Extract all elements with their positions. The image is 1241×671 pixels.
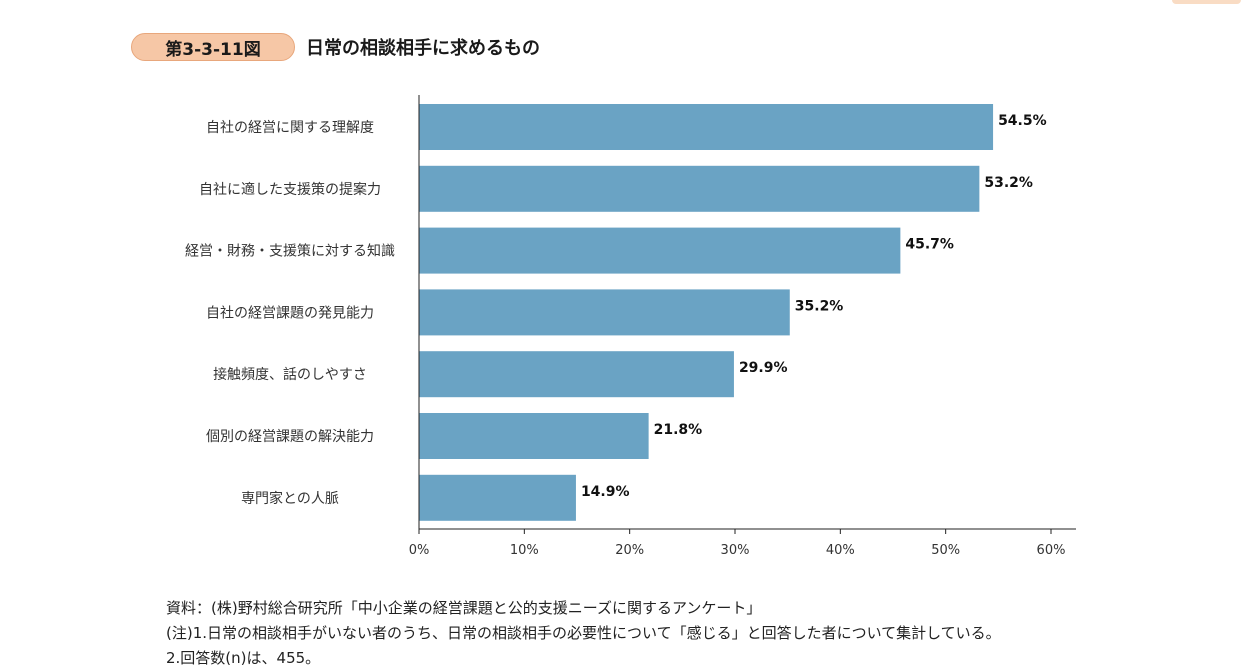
bar	[419, 227, 901, 274]
x-tick-label: 30%	[721, 543, 750, 558]
data-label: 35.2%	[795, 298, 844, 314]
bar	[419, 289, 790, 336]
corner-tab	[1172, 0, 1241, 4]
category-label: 接触頻度、話のしやすさ	[213, 366, 367, 383]
x-tick-label: 40%	[826, 543, 855, 558]
category-label: 専門家との人脈	[241, 490, 339, 507]
data-label: 53.2%	[984, 175, 1033, 191]
note-2: 2.回答数(n)は、455。	[166, 649, 321, 667]
bar	[419, 474, 576, 521]
x-tick-label: 20%	[615, 543, 644, 558]
x-tick-label: 0%	[409, 543, 430, 558]
figure-number-badge: 第3-3-11図	[131, 33, 295, 61]
data-label: 54.5%	[998, 113, 1047, 129]
bar	[419, 351, 734, 398]
category-label: 経営・財務・支援策に対する知識	[185, 243, 395, 260]
category-label: 自社の経営課題の発見能力	[206, 305, 374, 321]
bar	[419, 413, 649, 459]
bar	[419, 104, 994, 150]
x-tick-label: 10%	[510, 543, 539, 558]
data-label: 14.9%	[581, 484, 630, 500]
data-label: 29.9%	[739, 360, 788, 376]
category-label: 自社に適した支援策の提案力	[199, 181, 381, 198]
data-label: 45.7%	[905, 237, 954, 253]
category-label: 個別の経営課題の解決能力	[206, 429, 374, 445]
x-tick-label: 60%	[1037, 543, 1066, 558]
figure-header: 第3-3-11図 日常の相談相手に求めるもの	[131, 32, 540, 62]
notes: 資料：(株)野村総合研究所「中小企業の経営課題と公的支援ニーズに関するアンケート…	[166, 596, 1001, 671]
note-1: (注)1.日常の相談相手がいない者のうち、日常の相談相手の必要性について「感じる…	[166, 624, 1001, 642]
source-note: 資料：(株)野村総合研究所「中小企業の経営課題と公的支援ニーズに関するアンケート…	[166, 599, 762, 617]
x-tick-label: 50%	[931, 543, 960, 558]
figure-title: 日常の相談相手に求めるもの	[306, 38, 540, 59]
data-label: 21.8%	[654, 422, 703, 438]
bar	[419, 165, 980, 212]
category-label: 自社の経営に関する理解度	[206, 120, 374, 136]
